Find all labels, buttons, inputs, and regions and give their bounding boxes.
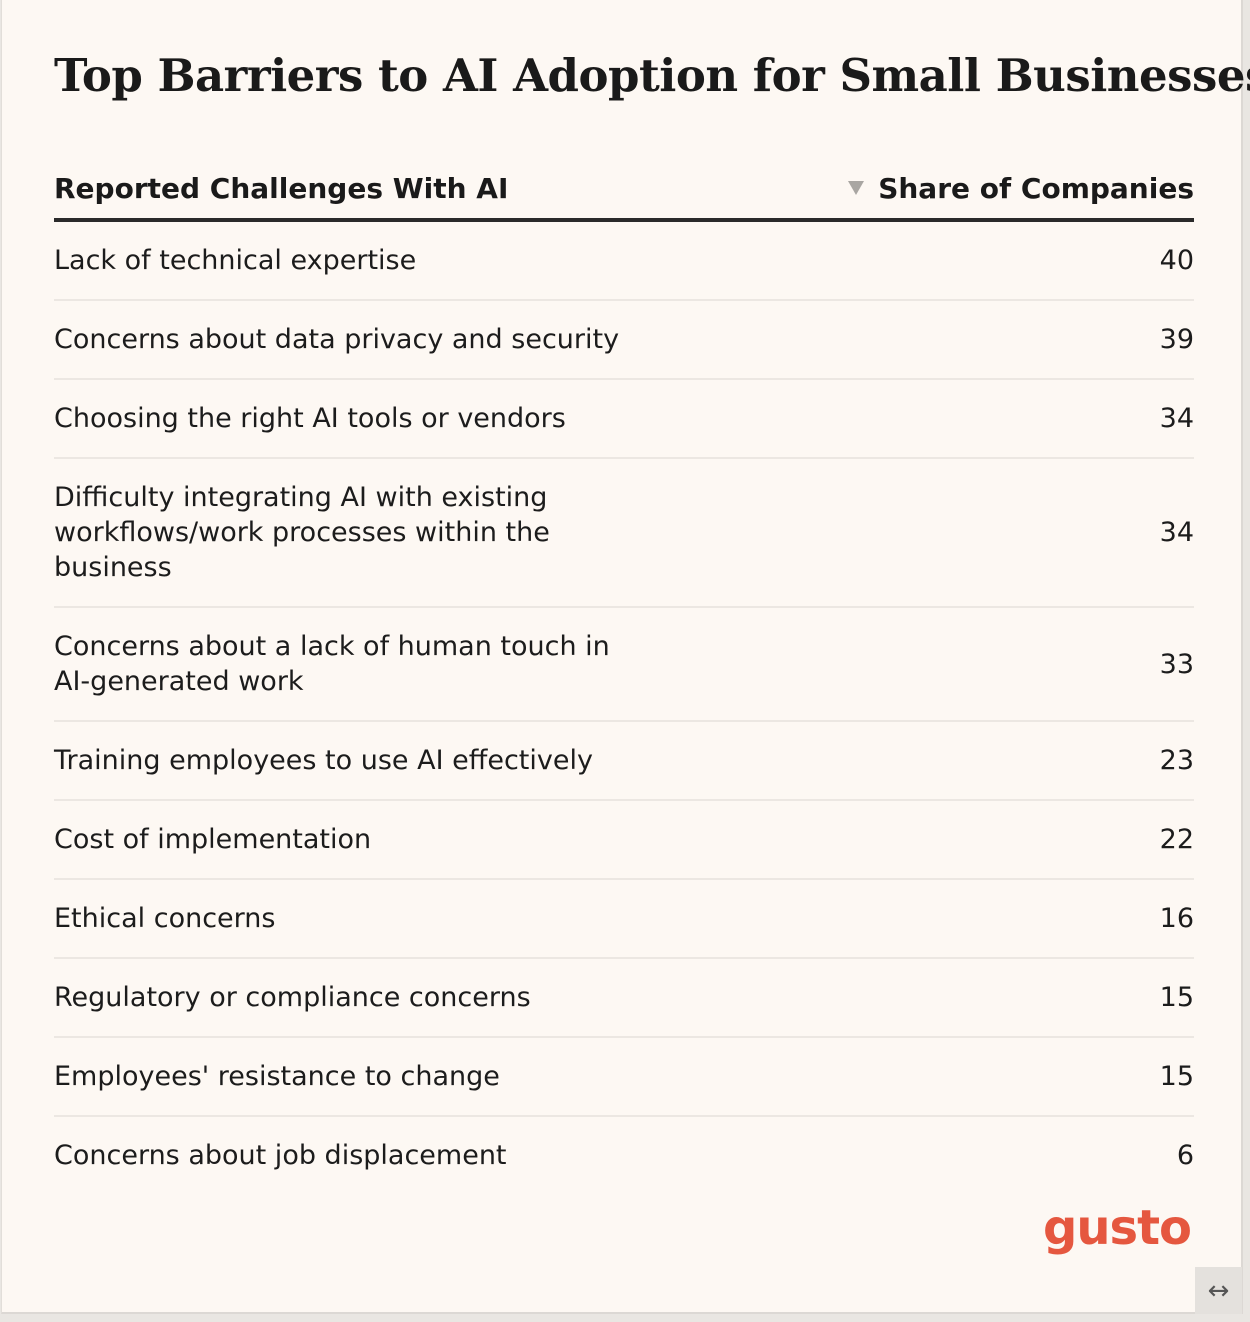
table-row: Choosing the right AI tools or vendors 34 [54,380,1194,459]
challenge-label: Concerns about job displacement [54,1140,507,1171]
table-row: Concerns about data privacy and security… [54,301,1194,380]
table-row: Regulatory or compliance concerns 15 [54,959,1194,1038]
column-header-challenges[interactable]: Reported Challenges With AI [54,171,509,205]
data-table: Reported Challenges With AI Share of Com… [54,158,1194,1194]
sort-descending-icon[interactable] [848,181,865,195]
table-row: Ethical concerns 16 [54,880,1194,959]
share-value: 15 [1159,982,1194,1013]
share-value: 34 [1159,517,1194,548]
table-row: Training employees to use AI effectively… [54,722,1194,801]
share-value: 39 [1159,324,1194,355]
share-value: 16 [1159,903,1194,934]
column-header-share-label: Share of Companies [878,171,1194,205]
table-row: Difficulty integrating AI with existing … [54,459,1194,608]
gusto-logo: gusto [1042,1200,1192,1256]
chart-title: Top Barriers to AI Adoption for Small Bu… [54,49,1250,102]
challenge-label: Concerns about data privacy and security [54,324,620,355]
table-row: Employees' resistance to change 15 [54,1038,1194,1117]
table-header: Reported Challenges With AI Share of Com… [54,158,1194,222]
column-header-share[interactable]: Share of Companies [848,172,1194,205]
challenge-label: Employees' resistance to change [54,1061,500,1092]
challenge-label: Lack of technical expertise [54,245,417,276]
challenge-label: Training employees to use AI effectively [54,745,593,776]
challenge-label: Choosing the right AI tools or vendors [54,403,566,434]
challenge-label: Ethical concerns [54,903,276,934]
table-row: Concerns about job displacement 6 [54,1117,1194,1194]
share-value: 34 [1159,403,1194,434]
share-value: 23 [1159,745,1194,776]
challenge-label: Concerns about a lack of human touch in … [54,631,610,697]
share-value: 40 [1159,245,1194,276]
table-row: Cost of implementation 22 [54,801,1194,880]
challenge-label: Regulatory or compliance concerns [54,982,531,1013]
table-row: Concerns about a lack of human touch in … [54,608,1194,722]
share-value: 6 [1176,1140,1194,1171]
challenge-label: Difficulty integrating AI with existing … [54,482,550,583]
share-value: 33 [1159,648,1194,680]
table-body: Lack of technical expertise 40 Concerns ab… [54,222,1194,1194]
share-value: 15 [1159,1061,1194,1092]
resize-horizontal-icon[interactable]: ↔ [1195,1267,1242,1314]
table-row: Lack of technical expertise 40 [54,222,1194,301]
share-value: 22 [1159,824,1194,855]
challenge-label: Cost of implementation [54,824,372,855]
